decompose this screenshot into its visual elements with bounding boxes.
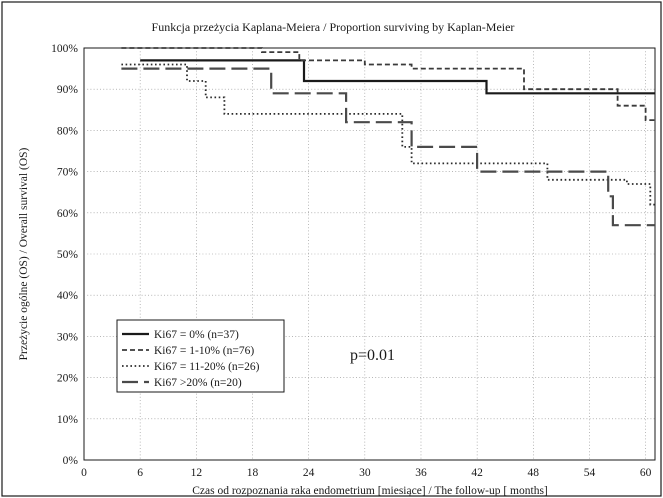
x-tick-label: 54 xyxy=(584,467,596,479)
x-tick-label: 6 xyxy=(137,467,143,479)
x-tick-label: 36 xyxy=(415,467,427,479)
series-line-1 xyxy=(140,59,655,95)
y-tick-label: 40% xyxy=(57,290,79,302)
x-tick-label: 42 xyxy=(471,467,483,479)
y-tick-label: 10% xyxy=(57,414,79,426)
y-tick-label: 70% xyxy=(57,167,79,179)
x-tick-label: 30 xyxy=(359,467,371,479)
y-tick-label: 60% xyxy=(57,208,79,220)
y-tick-label: 30% xyxy=(57,331,79,343)
series-line-2 xyxy=(121,47,655,121)
tick-labels: 0 6 12 18 24 30 36 42 48 54 60 0% 10% 20% 30% 40% 50% 60%… xyxy=(51,43,651,479)
y-tick-label: 80% xyxy=(57,125,79,137)
series-line-3 xyxy=(121,63,655,206)
legend-label-4: Ki67 >20% (n=20) xyxy=(154,377,242,389)
grid xyxy=(84,48,655,460)
series-line-4 xyxy=(121,67,655,227)
x-tick-label: 24 xyxy=(303,467,315,479)
y-tick-label: 100% xyxy=(51,43,78,55)
legend-label-3: Ki67 = 11-20% (n=26) xyxy=(154,361,260,373)
chart-title: Funkcja przeżycia Kaplana-Meiera / Propo… xyxy=(152,20,515,34)
y-tick-label: 50% xyxy=(57,249,79,261)
x-tick-label: 12 xyxy=(191,467,203,479)
legend-label-1: Ki67 = 0% (n=37) xyxy=(154,329,239,341)
p-value-annotation: p=0.01 xyxy=(350,347,395,364)
x-tick-label: 18 xyxy=(247,467,259,479)
x-axis-title: Czas od rozpoznania raka endometrium [mi… xyxy=(192,485,548,497)
y-tick-label: 0% xyxy=(63,455,79,467)
x-tick-label: 0 xyxy=(81,467,87,479)
x-tick-label: 60 xyxy=(640,467,652,479)
legend: Ki67 = 0% (n=37) Ki67 = 1-10% (n=76) Ki67 … xyxy=(116,319,285,393)
legend-label-2: Ki67 = 1-10% (n=76) xyxy=(154,345,254,357)
legend-box xyxy=(116,319,285,393)
y-tick-label: 90% xyxy=(57,84,79,96)
x-tick-label: 48 xyxy=(528,467,540,479)
y-tick-label: 20% xyxy=(57,373,79,385)
y-axis-title: Przeżycie ogólne (OS) / Overall survival… xyxy=(18,147,30,360)
series-group xyxy=(121,47,655,227)
